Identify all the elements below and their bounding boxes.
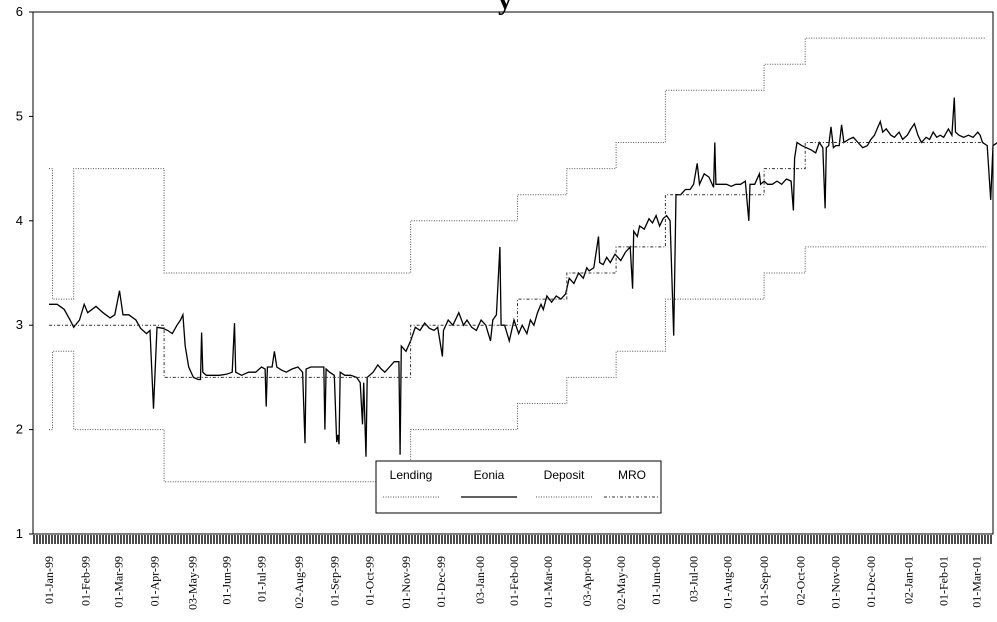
series-layer <box>49 37 997 483</box>
x-tick-label: 01-Dec-00 <box>864 556 878 607</box>
x-tick-label: 01-Feb-99 <box>78 556 92 606</box>
x-tick-label: 01-Mar-01 <box>970 556 984 608</box>
legend: Lending Eonia Deposit MRO <box>375 460 662 514</box>
x-tick-label: 01-Nov-99 <box>399 556 413 609</box>
x-tick-label: 01-Sep-00 <box>757 556 771 606</box>
x-tick-label: 01-Feb-00 <box>507 556 521 606</box>
x-tick-label: 01-Jul-99 <box>255 556 269 602</box>
x-tick-label: 01-Aug-00 <box>721 556 735 609</box>
x-tick-label: 01-Mar-00 <box>541 556 555 608</box>
x-tick-label: 01-Oct-99 <box>363 556 377 605</box>
x-tick-label: 01-Nov-00 <box>829 556 843 609</box>
y-tick-label: 2 <box>16 422 23 437</box>
legend-label-mro: MRO <box>618 468 646 482</box>
series-eonia-line <box>49 97 997 457</box>
plot-area <box>32 11 994 535</box>
series-mro-line <box>49 142 986 378</box>
x-tick-label: 03-Jul-00 <box>687 556 701 602</box>
x-tick-label: 01-Dec-99 <box>434 556 448 607</box>
x-tick-label: 03-Apr-00 <box>580 556 594 606</box>
x-tick-label: 02-Jan-01 <box>902 556 916 604</box>
y-tick-label: 6 <box>16 4 23 19</box>
series-deposit-line <box>49 246 986 483</box>
x-tick-label: 01-Jun-99 <box>219 556 233 605</box>
x-tick-label: 01-Mar-99 <box>111 556 125 608</box>
legend-label-deposit: Deposit <box>544 468 585 482</box>
legend-label-lending: Lending <box>390 468 433 482</box>
series-lending-line <box>49 37 986 300</box>
y-tick-label: 1 <box>16 526 23 541</box>
x-tick-label: 01-Feb-01 <box>937 556 951 606</box>
x-axis: 01-Jan-99 01-Feb-99 01-Mar-99 01-Apr-99 03-M… <box>33 535 992 610</box>
x-minor-ticks <box>33 535 992 544</box>
legend-box <box>375 460 662 514</box>
x-tick-label: 01-Sep-99 <box>327 556 341 606</box>
y-tick-label: 3 <box>16 317 23 332</box>
x-tick-label: 03-May-99 <box>185 556 199 610</box>
y-tick-label: 4 <box>16 213 23 228</box>
y-axis: 1 2 3 4 5 6 <box>16 4 33 541</box>
legend-label-eonia: Eonia <box>474 468 505 482</box>
x-tick-label: 01-Jun-00 <box>649 556 663 605</box>
x-tick-label: 01-Apr-99 <box>148 556 162 606</box>
x-tick-label: 03-Jan-00 <box>473 556 487 604</box>
x-tick-label: 02-May-00 <box>614 556 628 610</box>
y-tick-label: 5 <box>16 108 23 123</box>
chart-title: y <box>498 0 512 16</box>
x-tick-label: 02-Aug-99 <box>292 556 306 609</box>
x-tick-label: 02-Oct-00 <box>793 556 807 605</box>
x-tick-label: 01-Jan-99 <box>42 556 56 604</box>
